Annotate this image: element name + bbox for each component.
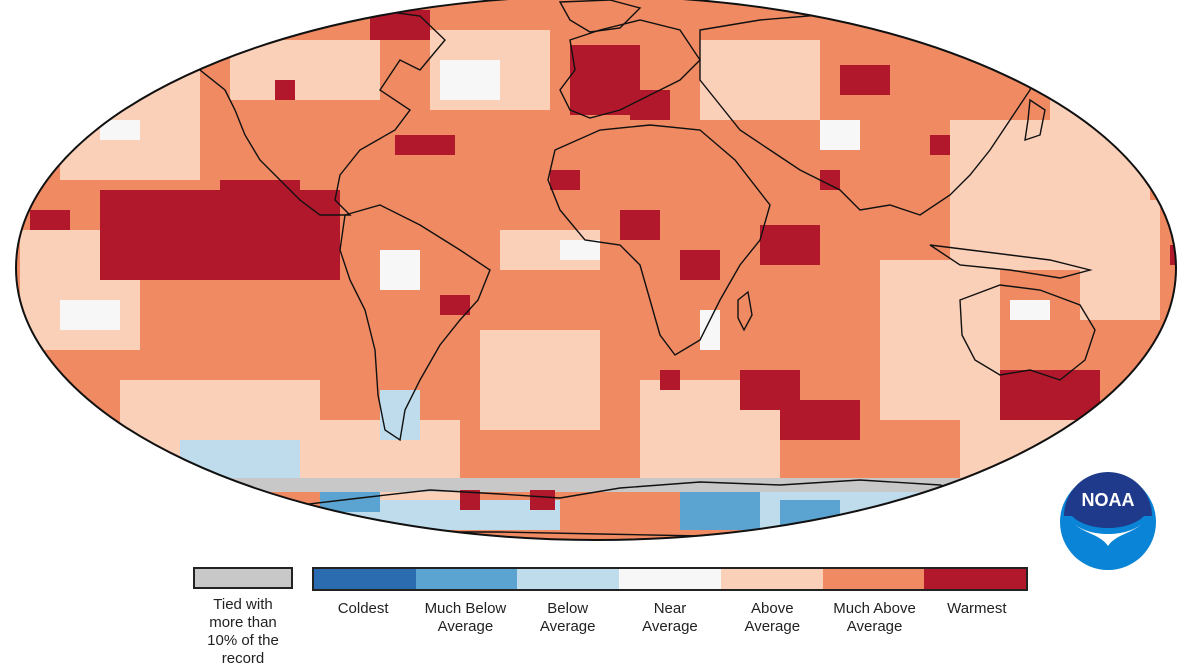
temperature-cell [180, 440, 300, 480]
temperature-cell [660, 370, 680, 390]
noaa-logo-bird [1072, 522, 1144, 546]
noaa-logo-top [1064, 472, 1152, 528]
tied-record-swatch [193, 567, 293, 589]
scale-label-line: Much Below [424, 600, 507, 617]
scale-label-line: Below [547, 600, 589, 617]
temperature-cell [230, 40, 380, 100]
scale-label: Coldest [312, 600, 414, 618]
temperature-cell [160, 478, 1040, 492]
scale-label-line: Above [751, 600, 794, 617]
temperature-cell [220, 180, 300, 210]
scale-label-line: Average [642, 618, 698, 635]
tied-label-line: Tied with [213, 596, 273, 613]
world-temperature-map [15, 0, 1177, 541]
temperature-cell [760, 225, 820, 265]
scale-swatch [924, 569, 1027, 589]
temperature-cell [530, 490, 555, 510]
scale-label-line: Average [437, 618, 494, 635]
scale-label: Much Above Average [823, 600, 925, 636]
scale-swatch [619, 569, 721, 589]
temperature-cell [780, 400, 860, 440]
temperature-cell [840, 65, 890, 95]
temperature-cell [1010, 300, 1050, 320]
temperature-cell [700, 310, 720, 350]
temperature-cell [300, 190, 340, 230]
tied-label-line: record [221, 650, 265, 667]
scale-swatch [314, 569, 416, 589]
temperature-cell [380, 250, 420, 290]
temperature-cell [480, 330, 600, 430]
south-america-outline [339, 204, 491, 442]
temperature-scale [312, 567, 1028, 591]
scale-label: Below Average [517, 600, 619, 636]
temperature-cell [550, 170, 580, 190]
temperature-cell [60, 300, 120, 330]
temperature-cell [100, 120, 140, 140]
scale-label-line: Coldest [337, 600, 389, 617]
scale-label: Much Below Average [414, 600, 516, 636]
temperature-cell [380, 390, 420, 440]
temperature-cell [700, 40, 820, 120]
temperature-cell [820, 120, 860, 150]
temperature-cell [570, 45, 640, 115]
indonesia-outline [929, 244, 1093, 279]
temperature-cell [880, 260, 1000, 420]
temperature-cell [680, 250, 720, 280]
scale-swatch [517, 569, 620, 589]
scale-label-line: Warmest [947, 600, 1007, 617]
tied-label-line: 10% of the [207, 632, 279, 649]
temperature-cell [930, 135, 950, 155]
temperature-cell [1170, 245, 1176, 265]
scale-label-line: Average [539, 618, 596, 635]
temperature-cell [440, 295, 470, 315]
scale-label: Near Average [619, 600, 721, 636]
tied-label-line: more than [209, 614, 277, 631]
scale-label: Above Average [721, 600, 823, 636]
temperature-cell [395, 135, 455, 155]
temperature-cell [1050, 60, 1150, 120]
noaa-logo: NOAA [1060, 472, 1156, 570]
scale-label-line: Near [653, 600, 687, 617]
temperature-cell [560, 240, 600, 260]
temperature-cell [30, 210, 70, 230]
scale-swatch [415, 569, 518, 589]
noaa-logo-text: NOAA [1082, 490, 1135, 510]
temperature-cell [460, 490, 480, 510]
scale-swatch [720, 569, 823, 589]
scale-label-line: Much Above [833, 600, 916, 617]
scale-label-line: Average [744, 618, 801, 635]
europe-outline [559, 19, 701, 119]
land-outlines [169, 0, 1096, 537]
africa-outline [547, 124, 771, 356]
temperature-cell [275, 80, 295, 100]
temperature-cell [680, 490, 760, 530]
temperature-cell [440, 60, 500, 100]
temperature-cell [900, 500, 980, 530]
madagascar-outline [737, 290, 753, 332]
temperature-cell [620, 210, 660, 240]
greenland-outline [558, 0, 642, 33]
japan-outline [1024, 98, 1046, 142]
temperature-cell [370, 10, 430, 40]
temperature-cell [1080, 200, 1160, 320]
tied-record-label: Tied with more than 10% of the record [183, 596, 303, 668]
temperature-cell [1000, 370, 1100, 420]
north-america-outline [169, 7, 446, 216]
australia-outline [959, 284, 1096, 381]
temperature-cell [820, 170, 840, 190]
antarctica-outline [257, 479, 992, 537]
scale-label: Warmest [926, 600, 1028, 618]
scale-swatch [822, 569, 925, 589]
map-border [15, 0, 1177, 541]
scale-label-line: Average [846, 618, 903, 635]
